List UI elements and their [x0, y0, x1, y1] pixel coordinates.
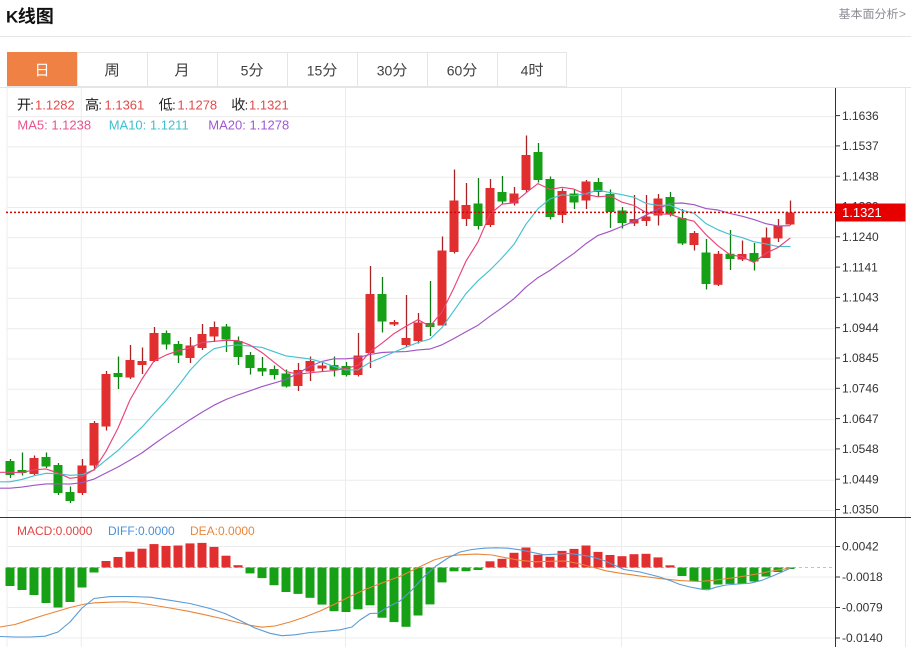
svg-text:-0.0140: -0.0140 — [842, 631, 883, 645]
svg-text::: : — [245, 98, 249, 113]
svg-text:1.0746: 1.0746 — [842, 382, 879, 396]
svg-text:1.0944: 1.0944 — [842, 321, 879, 335]
svg-text:1.0647: 1.0647 — [842, 412, 879, 426]
svg-text:1.1321: 1.1321 — [842, 205, 882, 220]
svg-text:K: K — [6, 7, 19, 26]
svg-text:1.1361: 1.1361 — [105, 98, 145, 113]
svg-text:MA10: 1.1211: MA10: 1.1211 — [109, 117, 189, 132]
svg-text:MACD:0.0000: MACD:0.0000 — [17, 524, 93, 538]
svg-text:1.1278: 1.1278 — [177, 98, 217, 113]
svg-text::: : — [30, 98, 34, 113]
svg-text:1.0350: 1.0350 — [842, 503, 879, 517]
svg-text:30: 30 — [377, 62, 393, 78]
svg-text:MA20: 1.1278: MA20: 1.1278 — [208, 117, 289, 132]
svg-text:0.0042: 0.0042 — [842, 540, 879, 554]
svg-text:5: 5 — [241, 62, 249, 78]
svg-text:1.1321: 1.1321 — [249, 98, 289, 113]
svg-text:4: 4 — [521, 62, 529, 78]
svg-text:MA5: 1.1238: MA5: 1.1238 — [17, 117, 91, 132]
svg-text:1.0548: 1.0548 — [842, 442, 879, 456]
svg-text:1.1636: 1.1636 — [842, 109, 879, 123]
svg-text:-0.0079: -0.0079 — [842, 601, 883, 615]
svg-text:DIFF:0.0000: DIFF:0.0000 — [108, 524, 175, 538]
svg-text:>: > — [899, 7, 906, 21]
svg-text:1.1240: 1.1240 — [842, 230, 879, 244]
svg-text::: : — [172, 98, 176, 113]
svg-text:1.0845: 1.0845 — [842, 351, 879, 365]
svg-text:1.0449: 1.0449 — [842, 472, 879, 486]
svg-text:1.1537: 1.1537 — [842, 139, 879, 153]
svg-text:1.1282: 1.1282 — [35, 98, 75, 113]
svg-text:-0.0018: -0.0018 — [842, 570, 883, 584]
svg-text:15: 15 — [307, 62, 323, 78]
svg-text:1.1043: 1.1043 — [842, 291, 879, 305]
svg-text:1.1141: 1.1141 — [842, 260, 878, 274]
svg-text:1.1438: 1.1438 — [842, 169, 879, 183]
svg-text:60: 60 — [447, 62, 463, 78]
svg-text:DEA:0.0000: DEA:0.0000 — [190, 524, 255, 538]
svg-text::: : — [98, 98, 102, 113]
